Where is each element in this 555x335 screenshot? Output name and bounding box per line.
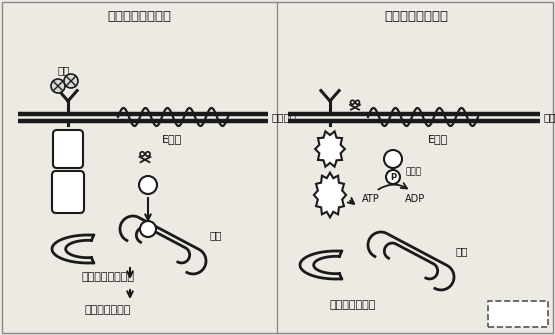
Text: 无乙烯生理反应: 无乙烯生理反应	[330, 300, 376, 310]
Text: 核膜: 核膜	[456, 246, 468, 256]
Circle shape	[386, 170, 400, 184]
Text: 核膜: 核膜	[210, 230, 223, 240]
Text: 在有乙烯的条件下: 在有乙烯的条件下	[107, 10, 171, 23]
Text: ：酶: ：酶	[514, 309, 527, 319]
Text: R: R	[64, 140, 72, 150]
Text: 乙烯响应基因表达: 乙烯响应基因表达	[82, 272, 134, 282]
Text: P: P	[390, 173, 396, 182]
Text: 在无乙烯的条件下: 在无乙烯的条件下	[384, 10, 448, 23]
Text: 酶T: 酶T	[324, 190, 336, 200]
Text: 酶T: 酶T	[62, 187, 74, 197]
Text: 磷酸化: 磷酸化	[405, 168, 421, 177]
Text: R: R	[326, 140, 334, 150]
Text: 乙烯: 乙烯	[58, 65, 70, 75]
FancyBboxPatch shape	[488, 301, 548, 327]
Text: ATP: ATP	[362, 194, 380, 204]
Circle shape	[140, 221, 156, 237]
Text: 蛋白: 蛋白	[324, 149, 336, 159]
FancyBboxPatch shape	[53, 130, 83, 168]
Text: 蛋白: 蛋白	[62, 149, 74, 159]
Circle shape	[64, 74, 78, 88]
Polygon shape	[314, 173, 346, 217]
Text: E蛋白: E蛋白	[428, 134, 448, 144]
Text: 内质网膜: 内质网膜	[543, 112, 555, 122]
FancyBboxPatch shape	[52, 171, 84, 213]
Polygon shape	[315, 131, 345, 166]
Text: 内质网膜: 内质网膜	[272, 112, 297, 122]
Circle shape	[51, 79, 65, 93]
Text: E蛋白: E蛋白	[162, 134, 182, 144]
Text: ADP: ADP	[405, 194, 425, 204]
Text: 有乙烯生理反应: 有乙烯生理反应	[85, 305, 131, 315]
Circle shape	[384, 150, 402, 168]
Circle shape	[139, 176, 157, 194]
